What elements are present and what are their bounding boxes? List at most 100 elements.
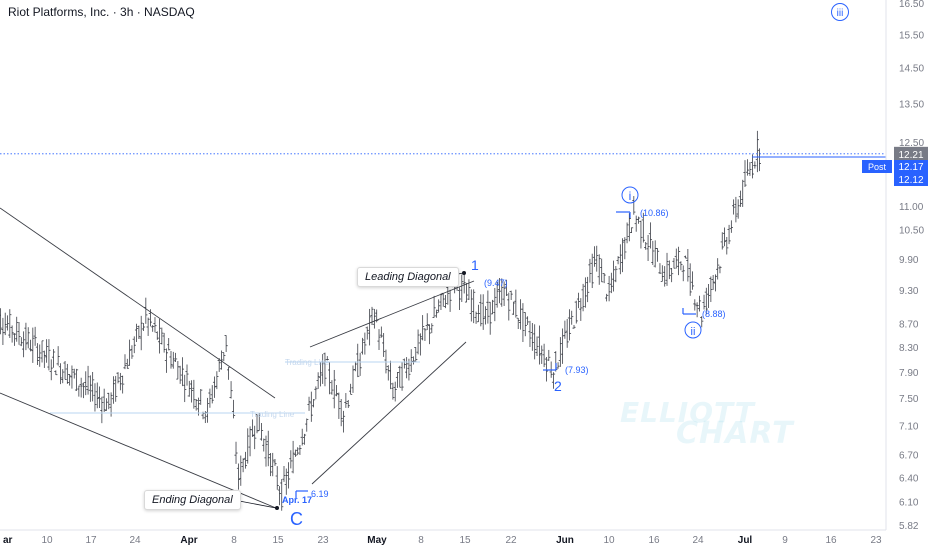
ohlc-bar — [607, 275, 611, 302]
ohlc-bar — [572, 324, 576, 329]
ohlc-bar — [116, 372, 120, 384]
post-label: Post — [868, 162, 887, 172]
x-tick-label: 9 — [782, 535, 788, 546]
ohlc-bar — [391, 382, 395, 400]
ohlc-bar — [476, 304, 481, 323]
ohlc-bar — [711, 274, 715, 290]
ohlc-bar — [356, 343, 360, 378]
leading-diagonal-upper-line — [309, 280, 475, 348]
ohlc-bar — [243, 451, 248, 469]
ohlc-bar — [544, 356, 549, 382]
wave-1-price: (9.47) — [484, 278, 508, 288]
x-tick-label: 8 — [418, 535, 424, 546]
ohlc-bar — [528, 320, 532, 348]
ohlc-bar — [448, 289, 452, 312]
ohlc-bar — [273, 459, 277, 466]
ohlc-bar — [416, 329, 420, 355]
ohlc-bar — [574, 300, 578, 324]
ohlc-bar — [212, 376, 217, 398]
ohlc-bar — [176, 361, 180, 380]
ohlc-bar — [74, 368, 79, 391]
ohlc-bar — [351, 365, 355, 393]
ohlc-bar — [658, 263, 662, 274]
x-tick-label: 24 — [129, 535, 141, 546]
x-tick-label: ar — [3, 535, 13, 546]
ohlc-bar — [460, 274, 464, 303]
ohlc-bar — [22, 331, 26, 358]
ohlc-bar — [35, 343, 40, 366]
ohlc-bar — [665, 252, 669, 286]
ohlc-bar — [518, 299, 523, 330]
x-tick-label: 16 — [648, 535, 660, 546]
ohlc-bar — [533, 324, 537, 360]
ohlc-bar — [521, 303, 525, 342]
ohlc-bar — [469, 289, 473, 322]
y-tick-label: 6.70 — [899, 450, 919, 461]
ohlc-bar — [490, 299, 495, 315]
bid-price-value: 12.12 — [898, 175, 923, 186]
wave-ii-label: ii — [691, 326, 696, 338]
ohlc-bar — [339, 399, 343, 427]
ohlc-bar — [530, 322, 534, 351]
ohlc-bar — [180, 357, 185, 387]
ohlc-bar — [246, 428, 250, 464]
ohlc-bar — [561, 328, 565, 364]
ohlc-bar — [318, 361, 323, 387]
bid-price-tag — [894, 173, 928, 186]
ohlc-bar — [26, 327, 30, 349]
x-tick-label: 10 — [41, 535, 53, 546]
ohlc-bar — [51, 349, 56, 368]
ohlc-bar — [377, 329, 381, 351]
ohlc-bar — [437, 299, 441, 313]
ohlc-bar — [547, 349, 551, 361]
ohlc-bar — [581, 283, 585, 312]
ohlc-bar — [169, 350, 173, 369]
ohlc-bar — [388, 360, 393, 390]
ohlc-bar — [330, 380, 334, 395]
faint-line-label: Trading Line — [285, 358, 330, 367]
ohlc-bar — [171, 351, 175, 369]
ohlc-bar — [690, 271, 695, 290]
post-price-value: 12.17 — [898, 162, 923, 173]
ohlc-bar — [217, 358, 221, 372]
ohlc-bar — [262, 438, 266, 452]
ohlc-bar — [411, 356, 416, 365]
ohlc-bar — [483, 306, 488, 325]
ohlc-bar — [727, 224, 731, 245]
ohlc-bar — [620, 238, 625, 273]
ohlc-bar — [68, 374, 72, 386]
ohlc-bar — [219, 350, 224, 370]
ohlc-bar — [58, 363, 63, 385]
ohlc-bar — [266, 430, 270, 467]
ohlc-bar — [341, 410, 346, 433]
ohlc-bar — [495, 281, 499, 308]
ohlc-bar — [277, 486, 282, 506]
ending-diagonal-lower-line — [0, 392, 277, 509]
ohlc-bar — [693, 299, 697, 311]
ohlc-bar — [592, 246, 597, 267]
ohlc-bar — [134, 323, 139, 342]
ohlc-bar — [430, 323, 434, 334]
ohlc-bar — [280, 479, 284, 511]
ohlc-bar — [558, 337, 562, 367]
ohlc-bar — [540, 345, 544, 364]
ohlc-bar — [556, 362, 560, 369]
ohlc-bar — [493, 287, 497, 322]
watermark-line1: ELLIOTT — [620, 396, 755, 429]
ohlc-bar — [100, 396, 104, 424]
x-tick-label: May — [367, 535, 387, 546]
ohlc-bar — [616, 256, 620, 265]
ohlc-bar — [224, 335, 228, 352]
ohlc-bar — [139, 315, 143, 351]
ohlc-bar — [676, 246, 681, 276]
ohlc-bar — [700, 316, 704, 328]
ohlc-bar — [551, 372, 556, 389]
ohlc-bar — [502, 281, 506, 307]
ohlc-bar — [695, 302, 699, 318]
ohlc-bar — [625, 222, 629, 244]
ohlc-bar — [210, 385, 214, 404]
ohlc-bar — [500, 278, 504, 307]
ohlc-bar — [421, 315, 425, 341]
